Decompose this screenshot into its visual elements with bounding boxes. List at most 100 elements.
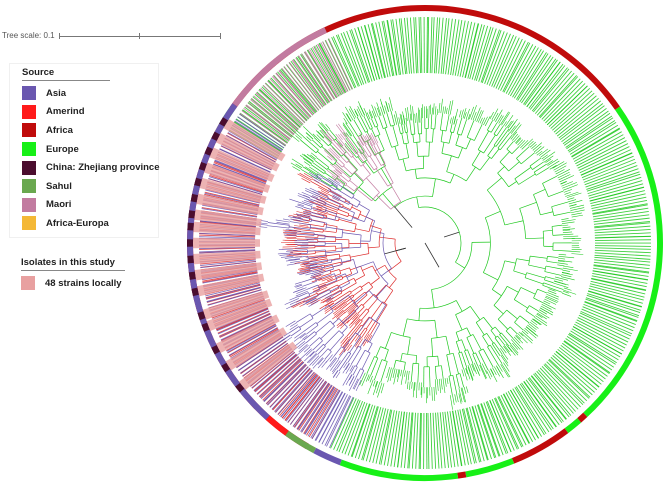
branch [355, 261, 374, 269]
branch [317, 212, 328, 216]
branch [370, 277, 380, 285]
branch [333, 139, 346, 154]
leaf-label [426, 17, 428, 74]
branch [467, 365, 474, 380]
branch [537, 288, 548, 294]
branch [332, 289, 343, 296]
branch [295, 163, 303, 168]
ring-segment-europe [465, 458, 515, 478]
leaf-label [400, 411, 408, 468]
branch [345, 363, 350, 370]
leaf-label [397, 411, 405, 468]
branch [518, 331, 524, 337]
branch [319, 300, 333, 310]
branch [351, 316, 358, 325]
branch [346, 136, 359, 153]
leaf-label [435, 412, 440, 469]
branch [444, 106, 447, 114]
branch [318, 121, 328, 132]
branch [334, 308, 343, 316]
branch [335, 273, 346, 278]
branch [564, 191, 571, 195]
leaf-label [369, 407, 384, 463]
branch [286, 234, 297, 236]
leaf-label [294, 381, 328, 428]
branch [284, 256, 300, 259]
leaf-label [375, 408, 389, 464]
branch [306, 153, 316, 161]
branch [481, 117, 486, 125]
leaf-label [383, 410, 395, 466]
branch [531, 318, 541, 326]
leaf-label [226, 323, 276, 352]
leaf-label [322, 41, 349, 92]
leaf-label [220, 315, 272, 341]
ring-segment-asia [313, 447, 342, 466]
legend-item-asia: Asia [10, 84, 158, 103]
leaf-label [475, 27, 494, 82]
branch [292, 301, 306, 309]
study-legend: Isolates in this study 48 strains locall… [9, 254, 157, 291]
ring-segment-zhejiang [188, 210, 196, 219]
branch [275, 219, 290, 223]
branch [372, 380, 376, 387]
leaf-label [543, 80, 584, 122]
branch [297, 203, 304, 207]
branch [548, 160, 560, 168]
branch [415, 355, 417, 364]
leaf-label [585, 297, 640, 317]
branch [497, 319, 509, 330]
leaf-label [271, 367, 311, 410]
branch [349, 137, 362, 154]
leaf-label [538, 75, 577, 118]
branch [333, 346, 342, 357]
branch [348, 304, 359, 315]
leaf-label [495, 37, 520, 89]
leaf-label [328, 38, 353, 90]
branch [546, 293, 559, 300]
branch [303, 213, 312, 216]
leaf-label [326, 395, 352, 447]
branch [407, 337, 411, 355]
branch [303, 346, 311, 353]
branch [494, 326, 501, 334]
branch [525, 237, 544, 240]
branch-arc [339, 269, 342, 274]
branch [483, 272, 499, 281]
branch [416, 112, 418, 123]
branch [402, 318, 408, 337]
leaf-label [216, 307, 269, 331]
branch [315, 273, 335, 281]
branch [308, 255, 327, 259]
branch [299, 255, 308, 258]
branch [562, 231, 573, 233]
branch [318, 194, 327, 199]
leaf-label [491, 398, 515, 451]
branch [465, 138, 471, 150]
branch [374, 381, 378, 388]
branch [297, 231, 315, 234]
branch [479, 364, 487, 380]
branch [291, 158, 304, 167]
leaf-label [344, 401, 366, 455]
branch [359, 133, 367, 145]
branch [520, 287, 536, 295]
branch-arc [542, 282, 544, 286]
branch [295, 284, 303, 288]
branch [301, 277, 316, 283]
leaf-label [199, 232, 256, 237]
leaf-label [594, 249, 651, 254]
branch [369, 323, 381, 343]
branch [533, 297, 543, 303]
branch [366, 216, 375, 222]
branch [366, 140, 376, 156]
leaf-label [553, 95, 597, 133]
leaf-label [304, 386, 335, 435]
branch [331, 184, 341, 191]
branch [506, 141, 514, 150]
branch [504, 220, 524, 226]
branch-arc [505, 326, 511, 332]
branch [360, 136, 366, 145]
branch [492, 367, 497, 375]
branch [332, 263, 343, 268]
